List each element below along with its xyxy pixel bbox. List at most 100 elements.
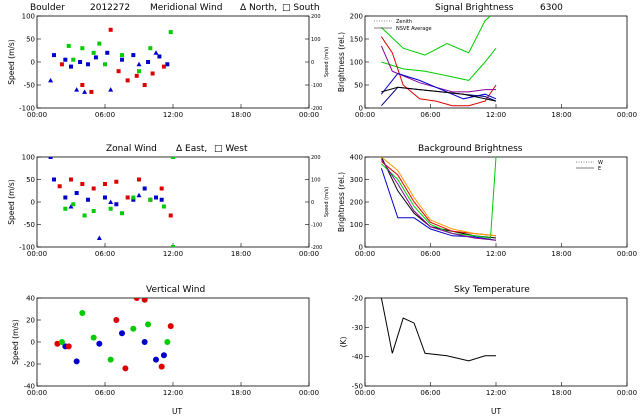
x-tick-label: 06:00 (95, 111, 115, 119)
plot-area: 00:00 06:00 12:00 18:00 00:00 200 150 100 50 0 (350, 13, 637, 120)
data-point (74, 87, 80, 92)
series-line (380, 298, 496, 362)
y-tick-label: 150 (350, 36, 363, 44)
y-tick-label: 100 (350, 59, 363, 67)
x-axis-label: UT (491, 407, 501, 416)
plot-area: 00:00 06:00 12:00 18:00 00:00 100 50 0 -50 -100 20… (19, 13, 322, 120)
legend-w: W (598, 160, 603, 166)
panel-meridional-wind: Meridional Wind Δ North, □ South 00:00 06… (7, 3, 330, 119)
plot-area: 00:00 06:00 12:00 18:00 00:00 100 50 0 -50 -100 20… (19, 154, 322, 259)
data-point (161, 64, 166, 69)
data-point (48, 77, 54, 83)
data-point (80, 182, 85, 186)
data-point (66, 43, 71, 48)
data-point (63, 195, 68, 200)
data-point (168, 30, 173, 35)
panel-title: Zonal Wind (106, 144, 157, 154)
data-point (131, 195, 136, 200)
data-point (89, 89, 94, 94)
data-point (137, 69, 141, 74)
plot-frame (364, 297, 628, 387)
data-point (96, 340, 103, 347)
marks (48, 157, 175, 247)
x-tick-label: 12:00 (163, 389, 183, 397)
series-line (380, 36, 497, 107)
data-point (69, 64, 73, 69)
plot-frame (36, 297, 310, 387)
y-axis-label: Speed (m/s) (11, 319, 20, 365)
panel-sky-temperature: Sky Temperature 00:00 06:00 12:00 18:00 00:0… (339, 285, 637, 416)
y-tick-label: 100 (22, 154, 35, 162)
data-point (133, 298, 140, 301)
data-point (105, 50, 110, 55)
data-point (120, 53, 124, 58)
plot-frame (36, 156, 310, 248)
data-point (91, 209, 96, 213)
data-point (146, 60, 151, 64)
plot-area: 00:00 06:00 12:00 18:00 00:00 -20 -30 -40 -50 (352, 295, 638, 398)
data-point (54, 340, 61, 347)
x-tick-label: 18:00 (231, 389, 251, 397)
y-tick-label: -30 (352, 324, 363, 332)
data-point (130, 325, 137, 332)
y-tick-label: 100 (22, 13, 35, 21)
data-point (74, 191, 79, 195)
marks (54, 298, 174, 372)
x-tick-label: 00:00 (27, 111, 47, 119)
y-tick-label: 50 (354, 82, 363, 90)
data-point (65, 343, 72, 350)
panel-zonal-wind: Zonal Wind Δ East, □ West 00:00 06:00 12:0… (7, 144, 330, 258)
y-tick-label: 400 (350, 154, 363, 162)
data-point (142, 186, 147, 191)
y-tick-label: 200 (350, 199, 363, 207)
y-tick-label: 200 (350, 13, 363, 21)
y-tick-label: 0 (359, 244, 363, 252)
y-tick-label-right: 200 (311, 155, 321, 161)
data-point (145, 321, 152, 328)
y-tick-label: 0 (31, 59, 35, 67)
x-tick-label: 06:00 (420, 250, 440, 258)
x-tick-label: 18:00 (551, 111, 571, 119)
data-point (136, 61, 142, 67)
data-point (90, 334, 97, 341)
data-point (157, 54, 162, 59)
x-tick-label: 12:00 (486, 250, 506, 258)
y-tick-label: -100 (19, 105, 35, 113)
x-tick-label: 00:00 (355, 111, 375, 119)
data-point (114, 179, 119, 184)
data-point (141, 339, 148, 345)
date-label: 2012272 (90, 3, 130, 13)
data-point (108, 27, 113, 32)
x-tick-label: 00:00 (27, 389, 47, 397)
data-point (116, 69, 121, 74)
data-point (93, 55, 98, 60)
panel-title: Background Brightness (418, 144, 523, 154)
y-tick-label: -40 (24, 383, 35, 391)
marks (380, 157, 497, 241)
data-point (113, 317, 120, 323)
data-point (78, 60, 83, 64)
panel-vertical-wind: Vertical Wind 00:00 06:00 12:00 18:00 00:00 4… (11, 285, 319, 416)
station-label: Boulder (30, 3, 65, 13)
data-point (171, 157, 175, 159)
y-tick-label: 100 (350, 221, 363, 229)
data-point (167, 323, 174, 330)
data-point (73, 358, 80, 365)
y-tick-label-right: 200 (311, 14, 321, 20)
data-point (165, 62, 170, 67)
x-tick-label: 00:00 (355, 389, 375, 397)
data-point (136, 192, 142, 198)
y-tick-label: 0 (31, 339, 35, 347)
y-axis-label: Speed (m/s) (7, 39, 16, 85)
data-point (153, 50, 159, 55)
data-point (91, 186, 96, 191)
data-point (80, 46, 85, 51)
data-point (68, 204, 74, 209)
panel-title: Vertical Wind (146, 285, 205, 295)
panel-title: Signal Brightness (435, 3, 514, 13)
y-tick-label: -20 (352, 295, 363, 303)
y-tick-label: -50 (352, 383, 363, 391)
data-point (69, 177, 73, 182)
x-tick-label: 18:00 (231, 250, 251, 258)
series-line (381, 72, 497, 100)
